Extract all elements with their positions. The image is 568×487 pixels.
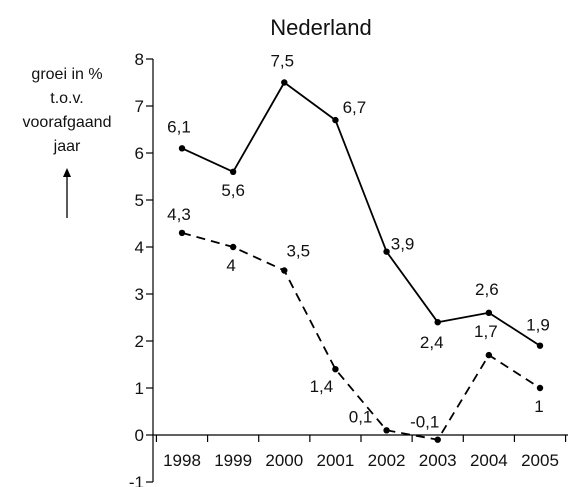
data-label: -0,1 bbox=[410, 413, 439, 432]
data-label: 1,4 bbox=[310, 377, 334, 396]
y-tick-label: 1 bbox=[135, 379, 144, 398]
data-label: 2,4 bbox=[420, 333, 444, 352]
x-tick-label: 2003 bbox=[419, 451, 457, 470]
data-point bbox=[229, 243, 237, 251]
data-point bbox=[485, 309, 493, 316]
series-line-solid bbox=[181, 81, 541, 347]
y-tick-label: 4 bbox=[135, 238, 144, 257]
data-point bbox=[178, 145, 186, 152]
data-point bbox=[332, 366, 339, 373]
data-label: 7,5 bbox=[270, 52, 294, 71]
series-line-dashed bbox=[181, 232, 541, 441]
x-tick-label: 2001 bbox=[317, 451, 355, 470]
data-label: 6,7 bbox=[343, 98, 367, 117]
data-label: 1 bbox=[534, 397, 543, 416]
data-label: 5,6 bbox=[221, 181, 245, 200]
data-point bbox=[536, 342, 544, 349]
data-point bbox=[536, 384, 544, 392]
y-axis-title-line: t.o.v. bbox=[50, 90, 84, 107]
y-tick-label: 6 bbox=[135, 144, 144, 163]
x-tick-label: 2005 bbox=[521, 451, 559, 470]
data-label: 4 bbox=[226, 256, 235, 275]
y-axis-title-line: jaar bbox=[53, 138, 81, 155]
data-point bbox=[281, 267, 288, 274]
data-label: 3,9 bbox=[391, 235, 415, 254]
y-tick-label: 0 bbox=[135, 426, 144, 445]
data-labels: 6,1 5,6 7,5 6,7 3,9 2,4 2,6 1,9 4,3 4 3,5 1,4 0,1 -0,… bbox=[167, 52, 550, 432]
series-layer bbox=[178, 79, 544, 443]
data-label: 0,1 bbox=[349, 407, 373, 426]
up-arrow-head-icon bbox=[63, 168, 71, 177]
ticks: -1 0 1 2 3 4 5 6 7 8 1998 1999 2000 2001 2002 2003 2004 2… bbox=[129, 50, 567, 487]
data-point bbox=[434, 436, 441, 443]
y-axis-title: groei in % t.o.v. voorafgaand jaar bbox=[23, 66, 112, 218]
x-tick-label: 2004 bbox=[470, 451, 508, 470]
data-label: 3,5 bbox=[286, 242, 310, 261]
y-axis-title-line: voorafgaand bbox=[23, 114, 112, 131]
y-tick-label: 8 bbox=[135, 50, 144, 69]
y-tick-label: 7 bbox=[135, 97, 144, 116]
x-tick-label: 2002 bbox=[368, 451, 406, 470]
x-tick-label: 1998 bbox=[163, 451, 201, 470]
chart-title: Nederland bbox=[270, 15, 372, 40]
data-label: 1,7 bbox=[474, 322, 498, 341]
data-label: 6,1 bbox=[167, 117, 191, 136]
y-tick-label: 5 bbox=[135, 191, 144, 210]
data-point bbox=[383, 427, 390, 434]
y-axis-title-line: groei in % bbox=[31, 66, 102, 83]
data-point bbox=[383, 248, 390, 255]
y-tick-label: 3 bbox=[135, 285, 144, 304]
y-tick-label: -1 bbox=[129, 473, 144, 487]
data-point bbox=[332, 116, 339, 124]
data-label: 1,9 bbox=[526, 316, 550, 335]
data-point bbox=[281, 79, 288, 86]
data-label: 4,3 bbox=[167, 205, 191, 224]
y-tick-label: 2 bbox=[135, 332, 144, 351]
data-point bbox=[434, 319, 441, 326]
x-tick-label: 2000 bbox=[265, 451, 303, 470]
data-point bbox=[229, 168, 237, 175]
data-point bbox=[178, 229, 186, 237]
data-point bbox=[485, 351, 493, 359]
data-label: 2,6 bbox=[475, 280, 499, 299]
x-tick-label: 1999 bbox=[214, 451, 252, 470]
